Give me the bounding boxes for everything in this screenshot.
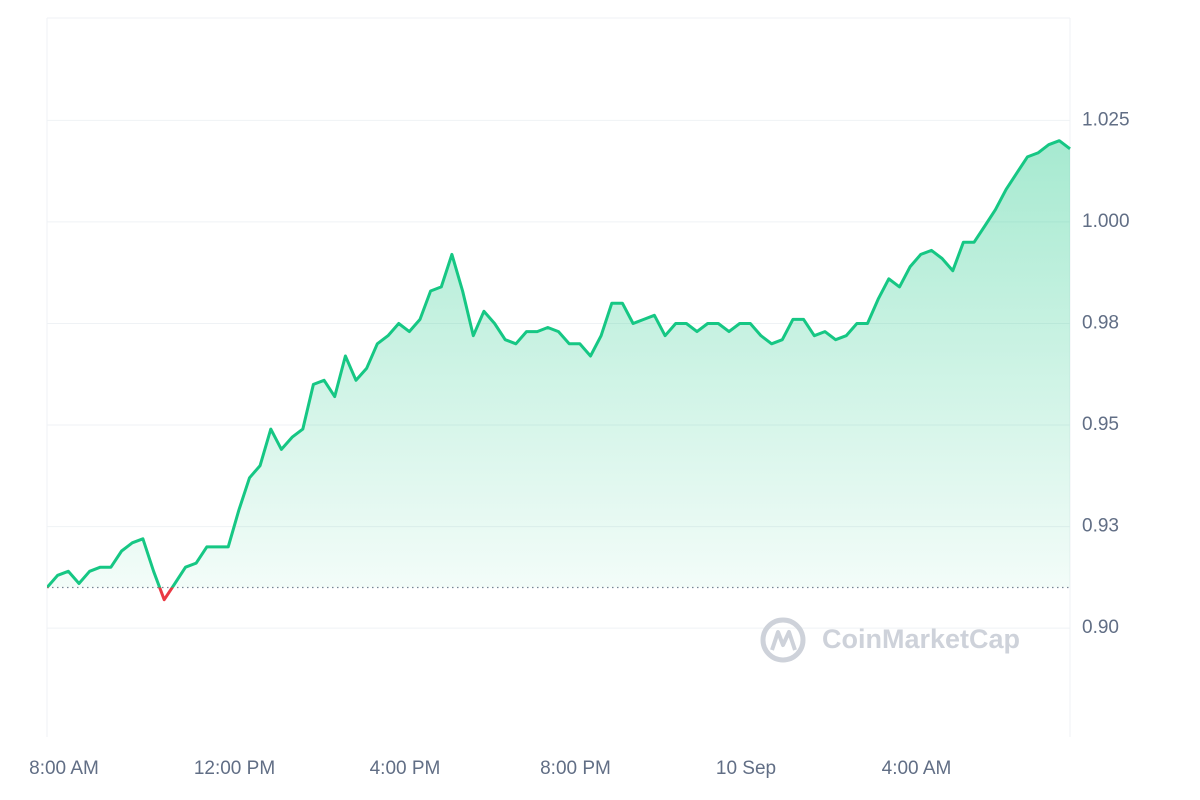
watermark-logo bbox=[760, 617, 806, 663]
y-tick-label: 1.025 bbox=[1082, 109, 1130, 130]
x-tick-label: 12:00 PM bbox=[194, 758, 275, 779]
watermark-logo bbox=[770, 630, 797, 651]
y-tick-label: 0.95 bbox=[1082, 414, 1119, 435]
watermark: CoinMarketCap bbox=[760, 617, 1020, 663]
x-tick-label: 8:00 AM bbox=[29, 758, 99, 779]
y-tick-label: 0.93 bbox=[1082, 516, 1119, 537]
y-tick-label: 0.90 bbox=[1082, 617, 1119, 638]
marks bbox=[47, 139, 1071, 602]
watermark-text: CoinMarketCap bbox=[822, 624, 1020, 654]
x-tick-label: 4:00 PM bbox=[370, 758, 441, 779]
labels: 0.90 0.93 0.95 0.98 1.000 1.025 8:00 AM 12:00 P… bbox=[29, 109, 1129, 779]
y-tick-label: 1.000 bbox=[1082, 211, 1130, 232]
price-area bbox=[47, 140, 1070, 588]
x-tick-label: 10 Sep bbox=[716, 758, 776, 779]
price-line bbox=[47, 139, 1071, 588]
y-tick-label: 0.98 bbox=[1082, 312, 1119, 333]
x-tick-label: 4:00 AM bbox=[882, 758, 952, 779]
x-tick-label: 8:00 PM bbox=[540, 758, 611, 779]
